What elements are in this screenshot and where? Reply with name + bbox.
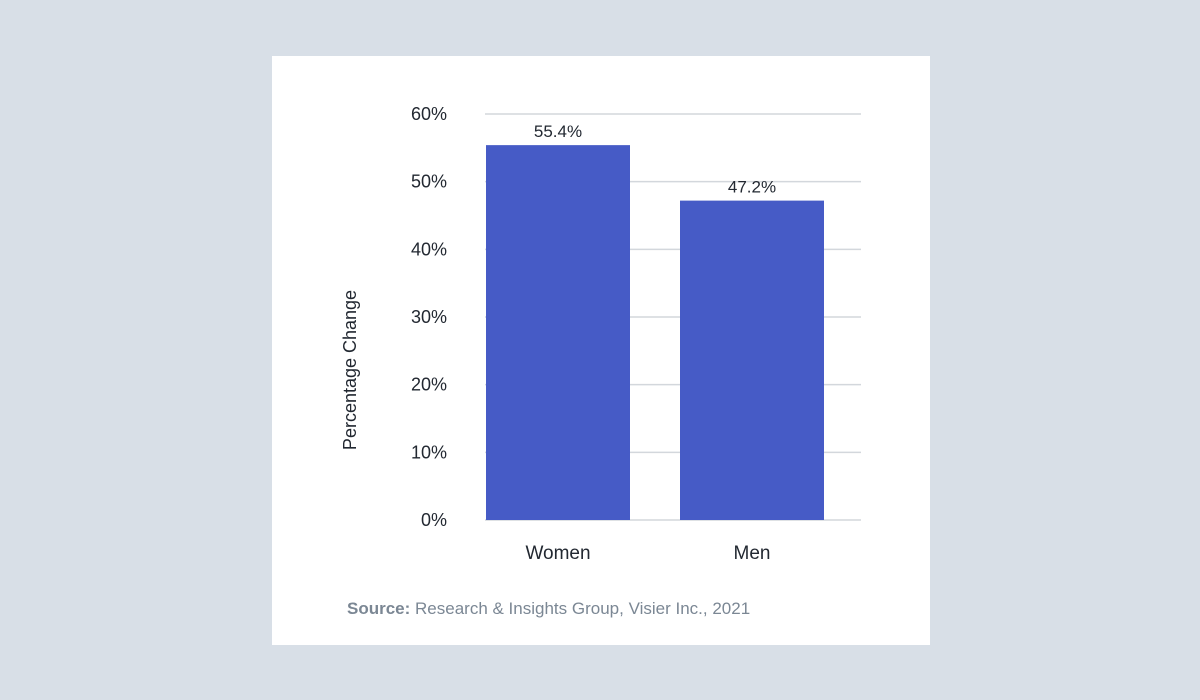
y-tick-label: 20% (411, 375, 447, 395)
y-tick-label: 0% (421, 510, 447, 530)
chart-card: 0% 10% 20% 30% 40% 50% 60% 55.4% 47.2% Women Men… (272, 56, 930, 645)
data-label-men: 47.2% (728, 178, 776, 197)
y-axis-title: Percentage Change (340, 290, 360, 450)
category-label-men: Men (734, 543, 771, 564)
source-text: Research & Insights Group, Visier Inc., … (410, 599, 751, 618)
y-tick-label: 30% (411, 307, 447, 327)
data-label-women: 55.4% (534, 122, 582, 141)
bar-chart: 0% 10% 20% 30% 40% 50% 60% 55.4% 47.2% Women Men… (340, 104, 861, 564)
category-label-women: Women (525, 543, 590, 564)
y-tick-label: 40% (411, 239, 447, 259)
y-tick-label: 60% (411, 104, 447, 124)
data-labels: 55.4% 47.2% (534, 122, 776, 196)
bar-women (486, 145, 630, 521)
x-axis-categories: Women Men (525, 543, 770, 564)
bars (486, 145, 824, 521)
y-tick-label: 10% (411, 442, 447, 462)
source-label: Source: (347, 599, 411, 618)
y-tick-label: 50% (411, 172, 447, 192)
y-axis-ticks: 0% 10% 20% 30% 40% 50% 60% (411, 104, 447, 530)
source-note: Source: Research & Insights Group, Visie… (347, 599, 750, 619)
bar-men (680, 200, 824, 520)
